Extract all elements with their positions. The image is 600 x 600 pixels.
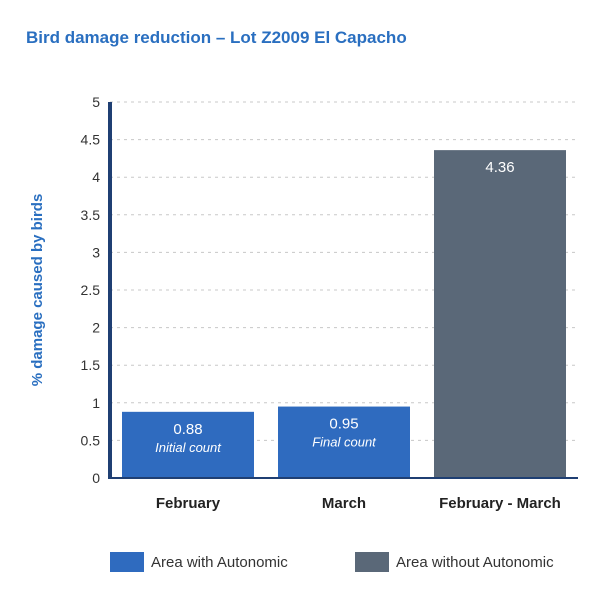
x-tick-label: February bbox=[156, 495, 221, 512]
y-tick-label: 1.5 bbox=[81, 357, 101, 373]
bar-sublabel: Final count bbox=[312, 435, 377, 450]
y-tick-label: 4 bbox=[92, 169, 100, 185]
x-tick-label: March bbox=[322, 495, 366, 512]
x-tick-label: February - March bbox=[439, 495, 561, 512]
bar-value-label: 0.95 bbox=[329, 416, 358, 433]
y-tick-label: 3 bbox=[92, 244, 100, 260]
y-tick-label: 4.5 bbox=[81, 132, 101, 148]
y-tick-label: 5 bbox=[92, 94, 100, 110]
bar-value-label: 0.88 bbox=[173, 421, 202, 438]
y-tick-label: 0 bbox=[92, 470, 100, 486]
legend-item-without-autonomic: Area without Autonomic bbox=[355, 552, 554, 572]
y-axis-label: % damage caused by birds bbox=[29, 194, 46, 387]
legend-label-without-autonomic: Area without Autonomic bbox=[396, 553, 554, 571]
legend-item-with-autonomic: Area with Autonomic bbox=[110, 552, 288, 572]
legend: Area with Autonomic Area without Autonom… bbox=[0, 552, 600, 576]
legend-label-with-autonomic: Area with Autonomic bbox=[151, 553, 288, 571]
legend-swatch-without-autonomic bbox=[355, 552, 389, 572]
legend-swatch-with-autonomic bbox=[110, 552, 144, 572]
bar bbox=[278, 406, 410, 478]
y-tick-label: 2.5 bbox=[81, 282, 101, 298]
bar-value-label: 4.36 bbox=[485, 159, 514, 176]
y-tick-label: 3.5 bbox=[81, 207, 101, 223]
y-tick-label: 2 bbox=[92, 320, 100, 336]
y-tick-label: 0.5 bbox=[81, 432, 101, 448]
y-tick-label: 1 bbox=[92, 395, 100, 411]
bar bbox=[434, 150, 566, 479]
bar-sublabel: Initial count bbox=[155, 440, 222, 455]
chart-title: Bird damage reduction – Lot Z2009 El Cap… bbox=[26, 28, 407, 47]
bar bbox=[122, 411, 254, 478]
